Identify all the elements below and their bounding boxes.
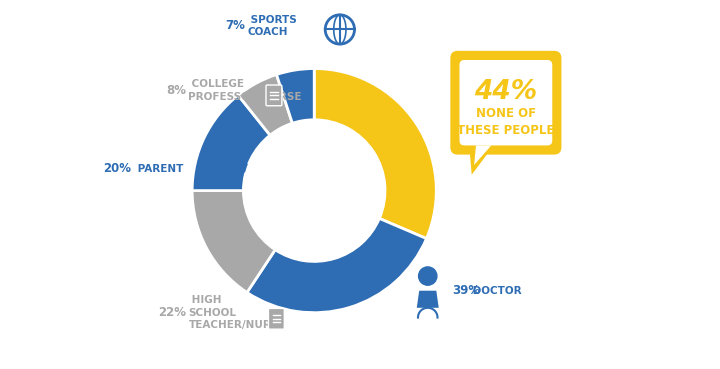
FancyBboxPatch shape	[459, 60, 552, 145]
FancyBboxPatch shape	[266, 85, 282, 106]
Wedge shape	[247, 218, 426, 313]
Polygon shape	[469, 145, 494, 175]
Wedge shape	[238, 75, 292, 135]
Text: 20%: 20%	[103, 162, 131, 175]
Text: SPORTS
COACH: SPORTS COACH	[247, 15, 297, 37]
Circle shape	[243, 120, 385, 261]
Text: NONE OF
THESE PEOPLE: NONE OF THESE PEOPLE	[457, 107, 554, 137]
Polygon shape	[238, 164, 249, 173]
Text: 8%: 8%	[166, 84, 186, 97]
Text: COLLEGE
PROFESSOR/NURSE: COLLEGE PROFESSOR/NURSE	[189, 79, 302, 102]
Circle shape	[202, 145, 214, 156]
Text: PARENT: PARENT	[133, 163, 183, 174]
Wedge shape	[192, 95, 270, 191]
Polygon shape	[220, 159, 230, 167]
Circle shape	[238, 145, 249, 156]
FancyBboxPatch shape	[450, 51, 562, 155]
Circle shape	[418, 267, 437, 285]
Text: 7%: 7%	[225, 19, 245, 32]
Wedge shape	[314, 69, 436, 239]
Polygon shape	[417, 291, 438, 308]
Text: 44%: 44%	[474, 79, 537, 105]
Polygon shape	[474, 145, 491, 165]
FancyBboxPatch shape	[269, 308, 284, 329]
Text: HIGH
SCHOOL
TEACHER/NURSE: HIGH SCHOOL TEACHER/NURSE	[189, 295, 286, 330]
Circle shape	[220, 142, 230, 152]
Wedge shape	[276, 69, 314, 123]
Polygon shape	[202, 164, 214, 173]
Text: DOCTOR: DOCTOR	[469, 286, 522, 296]
Text: 39%: 39%	[452, 284, 480, 297]
Text: 22%: 22%	[158, 306, 186, 319]
Wedge shape	[192, 191, 275, 293]
